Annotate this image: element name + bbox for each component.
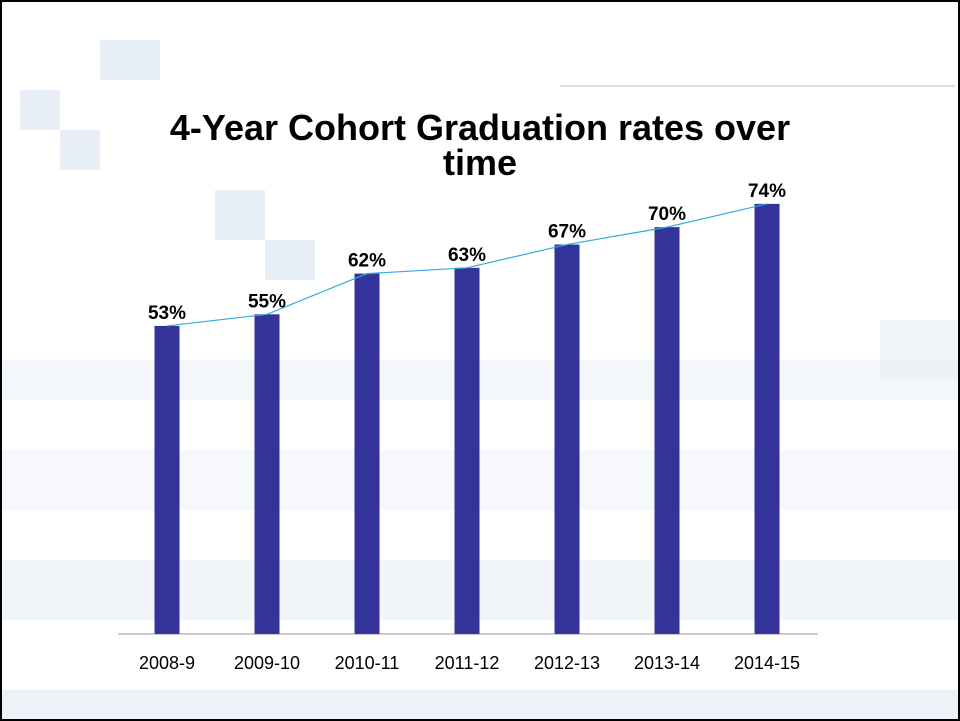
data-label: 67% [548,222,586,243]
title-line: time [443,142,517,183]
chart-title: 4-Year Cohort Graduation rates over time [170,107,790,183]
bar [454,267,480,634]
x-tick-label: 2009-10 [234,653,300,673]
data-label: 63% [448,245,486,266]
x-tick-label: 2008-9 [139,653,195,673]
bar [754,203,780,634]
data-label: 53% [148,303,186,324]
title-line: 4-Year Cohort Graduation rates over [170,107,790,148]
x-tick-label: 2010-11 [335,653,400,673]
bar [254,314,280,634]
data-label: 62% [348,251,386,272]
x-tick-label: 2014-15 [734,653,800,673]
x-tick-label: 2013-14 [634,653,700,673]
x-tick-label: 2012-13 [534,653,600,673]
data-label: 70% [648,204,686,225]
bar [354,273,380,634]
x-tick-label: 2011-12 [435,653,500,673]
bar [654,227,680,634]
data-label: 74% [748,181,786,202]
bar [154,325,180,634]
trend-line [166,203,768,327]
bar [554,244,580,634]
data-label: 55% [248,291,286,312]
